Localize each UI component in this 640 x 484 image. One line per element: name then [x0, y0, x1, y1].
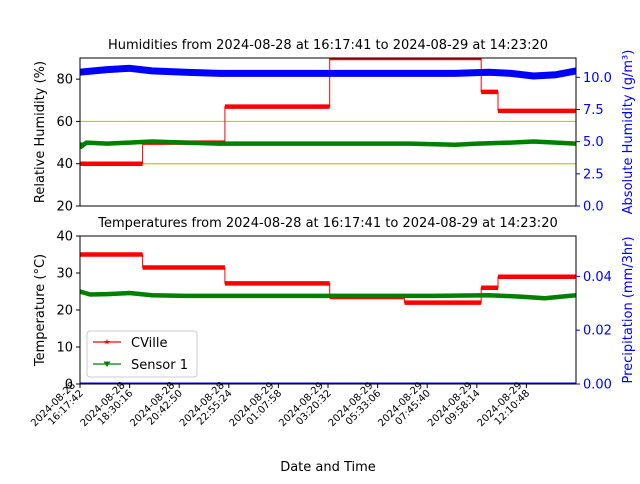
right-tick-label: 7.5: [583, 103, 604, 118]
series-sensor-1-0: [80, 139, 576, 150]
left-tick-label: 40: [56, 230, 73, 245]
temperature-left-axis-ticks: 0 10 20 30 40: [56, 230, 80, 393]
right-tick-label: 10.0: [583, 71, 612, 86]
left-tick-label: 80: [56, 73, 73, 88]
humidity-reference-lines: [80, 120, 576, 165]
legend-label-sensor-1: Sensor 1: [131, 358, 188, 373]
series-sensor-1-line: [80, 289, 576, 301]
series-absolute-humidity-0: [80, 64, 576, 80]
humidity-plot-frame: [79, 57, 577, 207]
humidity-chart-title: Humidities from 2024-08-28 at 16:17:41 t…: [108, 38, 548, 53]
absolute-humidity-axis-label: Absolute Humidity (g/m³): [621, 50, 636, 215]
humidity-right-axis-ticks: 0.0 2.5 5.0 7.5 10.0: [576, 71, 612, 215]
temperature-axis-label: Temperature (°C): [33, 254, 48, 367]
right-tick-label: 0.0: [583, 200, 604, 215]
left-tick-label: 40: [56, 157, 73, 172]
left-tick-label: 20: [56, 304, 73, 319]
relative-humidity-axis-label: Relative Humidity (%): [33, 61, 48, 203]
right-tick-label: 0.02: [583, 324, 612, 339]
left-tick-label: 10: [56, 341, 73, 356]
legend-marker-sensor-1: [103, 361, 111, 367]
temperature-series: [80, 252, 576, 384]
right-tick-label: 5.0: [583, 135, 604, 150]
left-tick-label: 30: [56, 267, 73, 282]
humidity-panel: Humidities from 2024-08-28 at 16:17:41 t…: [33, 38, 636, 215]
humidity-series: [80, 58, 576, 166]
right-tick-label: 0.00: [583, 378, 612, 393]
legend-marker-cville: ★: [103, 338, 110, 347]
left-tick-label: 60: [56, 115, 73, 130]
series-cville-line: [80, 58, 576, 165]
legend-label-cville: CVille: [131, 336, 168, 351]
legend: ★ CVille Sensor 1: [86, 330, 198, 378]
humidity-left-axis-ticks: 20 40 60 80: [56, 73, 80, 215]
precipitation-right-axis-ticks: 0.00 0.02 0.04: [576, 270, 612, 393]
left-tick-label: 20: [56, 200, 73, 215]
series-absolute-humidity-line: [80, 64, 576, 80]
left-tick-label: 0: [65, 378, 73, 393]
right-tick-label: 2.5: [583, 167, 604, 182]
temperature-chart-title: Temperatures from 2024-08-28 at 16:17:41…: [97, 216, 557, 231]
x-axis-label: Date and Time: [280, 460, 376, 475]
right-tick-label: 0.04: [583, 270, 612, 285]
precipitation-axis-label: Precipitation (mm/3hr): [621, 236, 636, 383]
series-sensor-1-1: [80, 289, 576, 301]
series-sensor-1-line: [80, 139, 576, 150]
